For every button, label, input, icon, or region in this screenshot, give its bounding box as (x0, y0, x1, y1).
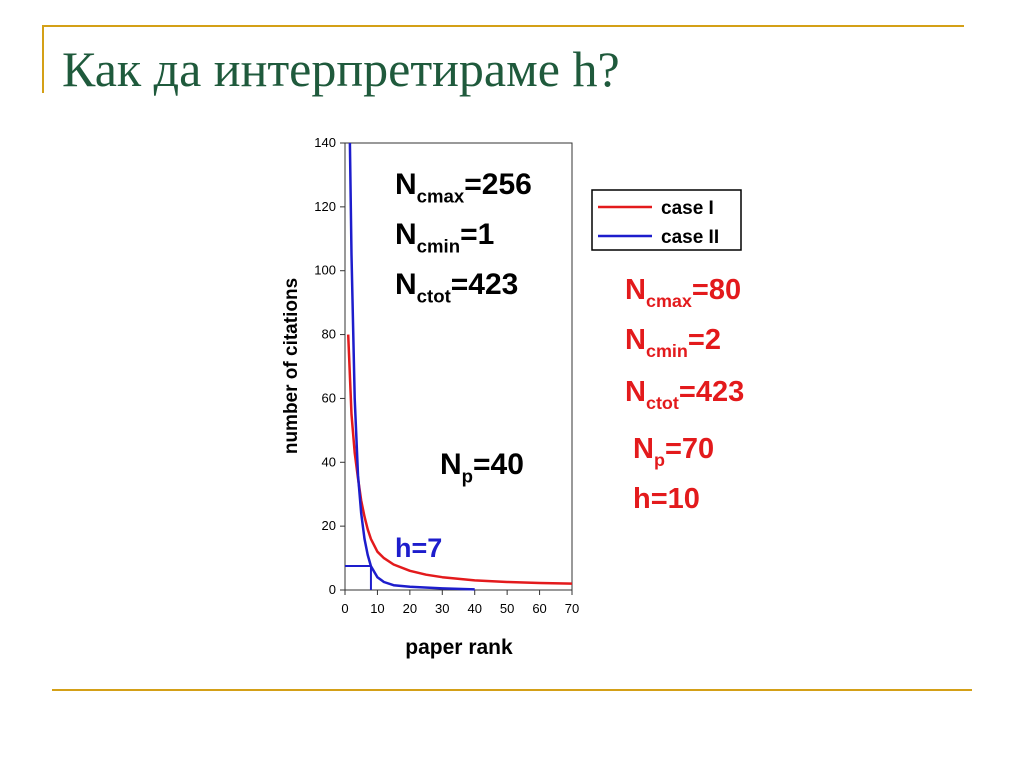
x-tick-label: 20 (403, 601, 417, 616)
plot-frame (344, 142, 573, 591)
case2-nctot-sub: ctot (416, 285, 451, 307)
case2-ncmin-sub: cmin (416, 235, 461, 257)
y-tick-label: 60 (322, 390, 336, 405)
case2-ncmin-value: =1 (460, 218, 495, 251)
case1-np-value: =70 (664, 433, 715, 465)
x-tick-label: 50 (500, 601, 514, 616)
case1-ncmin-sub: cmin (645, 341, 688, 362)
case2-ncmax-value: =256 (464, 168, 532, 201)
case2-np-value: =40 (473, 448, 524, 481)
case1-ncmax: Ncmax=80 (625, 274, 742, 312)
case2-nctot: Nctot=423 (395, 268, 519, 307)
y-axis: 0 20 40 60 80 100 120 140 (314, 135, 345, 597)
y-tick-label: 140 (314, 135, 336, 150)
case2-np: Np=40 (440, 448, 524, 487)
y-tick-label: 40 (322, 454, 336, 469)
case2-ncmax: Ncmax=256 (395, 168, 532, 207)
legend-label-case-1: case I (661, 198, 714, 219)
case1-ncmax-sub: cmax (645, 291, 692, 312)
case2-np-sub: p (461, 465, 474, 487)
case1-np-sub: p (653, 450, 665, 471)
case1-h: h=10 (633, 483, 700, 515)
y-tick-label: 20 (322, 518, 336, 533)
y-tick-label: 0 (329, 582, 336, 597)
x-tick-label: 60 (532, 601, 546, 616)
x-axis: 0 10 20 30 40 50 60 70 (341, 590, 579, 616)
legend: case I case II (591, 189, 742, 251)
case2-nctot-value: =423 (450, 268, 519, 301)
case1-nctot: Nctot=423 (625, 376, 745, 414)
case1-ncmin: Ncmin=2 (625, 324, 721, 362)
case1-nctot-value: =423 (678, 376, 745, 408)
series-line-case-2 (348, 142, 475, 591)
x-tick-label: 40 (467, 601, 481, 616)
case1-ncmax-value: =80 (691, 274, 742, 306)
y-axis-label: number of citations (281, 278, 302, 454)
case2-ncmax-sub: cmax (416, 185, 465, 207)
x-tick-label: 10 (370, 601, 384, 616)
y-tick-label: 80 (322, 327, 336, 342)
slide-title: Как да интерпретираме h? (62, 41, 620, 97)
x-tick-label: 30 (435, 601, 449, 616)
case1-np: Np=70 (633, 433, 715, 471)
bottom-rule (52, 689, 972, 691)
case2-ncmin: Ncmin=1 (395, 218, 495, 257)
left-rule (42, 25, 44, 93)
y-tick-label: 120 (314, 199, 336, 214)
top-rule (42, 25, 964, 27)
x-tick-label: 70 (565, 601, 579, 616)
case1-ncmin-value: =2 (687, 324, 721, 356)
case1-nctot-sub: ctot (645, 393, 679, 414)
series-layer (346, 142, 573, 591)
y-tick-label: 100 (314, 263, 336, 278)
h7-label: h=7 (395, 533, 443, 563)
x-tick-label: 0 (341, 601, 348, 616)
legend-box (591, 189, 742, 251)
h-index-marker (345, 565, 372, 590)
legend-label-case-2: case II (661, 227, 719, 248)
x-axis-label: paper rank (405, 636, 513, 659)
